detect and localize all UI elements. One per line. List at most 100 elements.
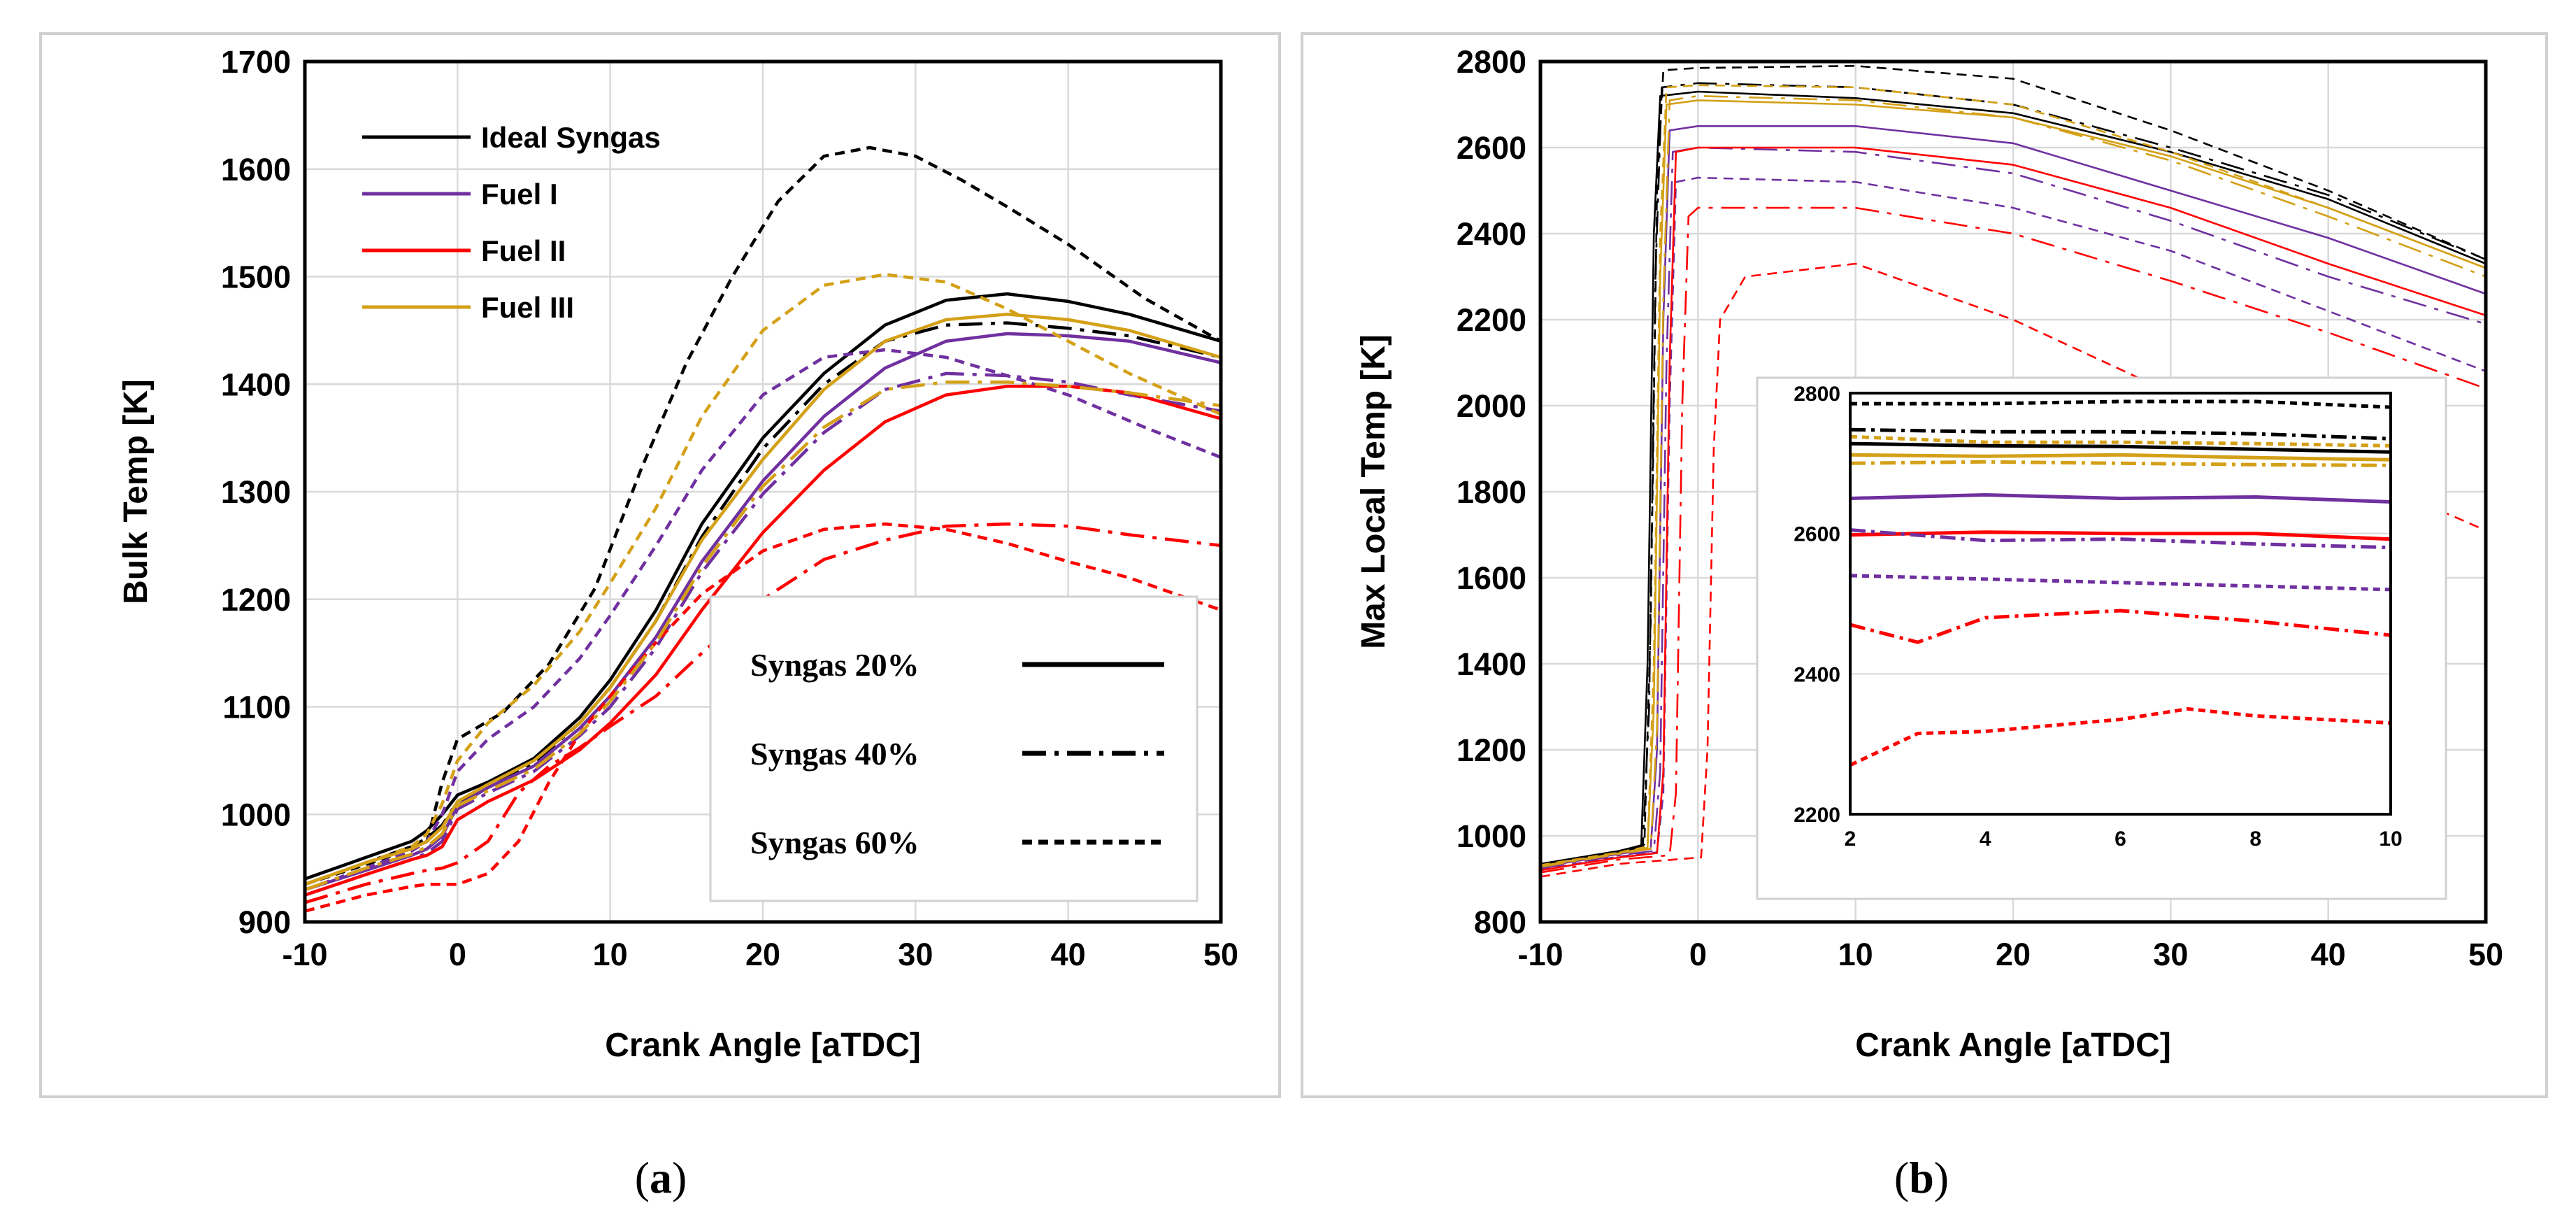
- panel-a-label-open: (: [635, 1153, 650, 1202]
- y-tick-label: 2600: [1457, 130, 1526, 166]
- series-line: [1540, 84, 2486, 867]
- panel-b-label-close: ): [1934, 1153, 1949, 1202]
- inset-chart: 2 4 6 8 10 2200 2400 2600 2800: [1756, 376, 2447, 900]
- series-line: [1540, 206, 2486, 874]
- panel-b-plot-border: [1538, 59, 2488, 924]
- panel-a-style-legend: Syngas 20% Syngas 40% Syngas 60%: [709, 595, 1198, 902]
- legend-label: Ideal Syngas: [481, 121, 661, 154]
- series-line: [1849, 434, 2391, 448]
- x-tick-label: -10: [282, 937, 327, 972]
- x-tick-label: 10: [1838, 937, 1873, 972]
- series-line: [1849, 609, 2391, 644]
- panel-b-x-ticks: -10 0 10 20 30 40 50: [1517, 937, 2503, 972]
- y-tick-label: 1400: [1457, 646, 1526, 682]
- panel-b-y-ticks: 800 1000 1200 1400 1600 1800 2000 2200 2400 2600 2…: [1457, 44, 1526, 940]
- series-line: [1849, 493, 2391, 504]
- series-line: [304, 522, 1222, 904]
- y-tick-label: 900: [238, 904, 291, 940]
- x-tick-label: 40: [1051, 937, 1086, 972]
- inset-plot-border: [1849, 392, 2392, 816]
- y-tick-label: 1400: [221, 367, 291, 402]
- y-tick-label: 1000: [1457, 818, 1526, 854]
- series-line: [304, 292, 1222, 881]
- series-line: [304, 380, 1222, 892]
- style-legend-label: Syngas 60%: [750, 825, 920, 860]
- style-legend-label: Syngas 20%: [750, 647, 920, 683]
- series-line: [1849, 441, 2391, 454]
- x-tick-label: 10: [2379, 827, 2402, 851]
- panel-a-x-ticks: -10 0 10 20 30 40 50: [282, 937, 1238, 972]
- inset-y-ticks: 2200 2400 2600 2800: [1794, 383, 1840, 827]
- style-legend-box: [709, 595, 1198, 902]
- y-tick-label: 2200: [1794, 804, 1840, 827]
- y-tick-label: 2800: [1794, 383, 1840, 406]
- series-line: [304, 273, 1222, 886]
- x-tick-label: 20: [745, 937, 780, 972]
- series-line: [1849, 574, 2391, 592]
- panel-a-y-ticks: 900 1000 1100 1200 1300 1400 1500 1600 1700: [221, 44, 291, 940]
- legend-label: Fuel III: [481, 291, 574, 324]
- series-line: [1849, 530, 2391, 541]
- panel-b-x-axis-title: Crank Angle [aTDC]: [1855, 1027, 2171, 1064]
- panel-a-label-letter: a: [650, 1153, 672, 1202]
- panel-a-series: [304, 145, 1222, 913]
- panel-a-fuel-legend: Ideal Syngas Fuel I Fuel II Fuel III: [362, 121, 661, 324]
- y-tick-label: 2400: [1457, 216, 1526, 252]
- series-line: [304, 522, 1222, 913]
- panel-a-x-axis-title: Crank Angle [aTDC]: [605, 1027, 921, 1064]
- y-tick-label: 1700: [221, 44, 291, 80]
- panel-b-series: [1540, 64, 2486, 878]
- series-line: [1849, 453, 2391, 462]
- series-line: [1540, 146, 2486, 872]
- legend-label: Fuel II: [481, 234, 566, 267]
- y-tick-label: 2600: [1794, 523, 1840, 546]
- panel-a: -10 0 10 20 30 40 50 900 1000 1100 1200 1300 1400 15…: [39, 32, 1281, 1098]
- y-tick-label: 800: [1474, 904, 1526, 940]
- y-tick-label: 2400: [1794, 663, 1840, 686]
- series-line: [304, 313, 1222, 886]
- panel-a-plot-border: [303, 59, 1223, 924]
- x-tick-label: 0: [1689, 937, 1707, 972]
- x-tick-label: 8: [2249, 827, 2261, 851]
- series-line: [304, 371, 1222, 897]
- y-tick-label: 1500: [221, 260, 291, 295]
- y-tick-label: 1100: [222, 690, 291, 725]
- panel-a-grid: [303, 60, 1222, 923]
- y-tick-label: 2800: [1457, 44, 1526, 80]
- x-tick-label: 40: [2311, 937, 2346, 972]
- series-line: [1849, 707, 2391, 767]
- panel-b-label-open: (: [1894, 1153, 1909, 1202]
- series-line: [1540, 99, 2486, 867]
- series-line: [1540, 176, 2486, 871]
- y-tick-label: 1600: [221, 152, 291, 187]
- x-tick-label: 2: [1845, 827, 1856, 851]
- y-tick-label: 1600: [1457, 560, 1526, 596]
- series-line: [304, 348, 1222, 892]
- series-line: [1849, 528, 2391, 550]
- y-tick-label: 2000: [1457, 388, 1526, 424]
- y-tick-label: 1200: [1457, 732, 1526, 768]
- x-tick-label: 6: [2115, 827, 2126, 851]
- inset-series: [1849, 399, 2391, 767]
- series-line: [1540, 94, 2486, 868]
- x-tick-label: 50: [1203, 937, 1238, 972]
- panel-a-y-axis-title: Bulk Temp [K]: [117, 379, 155, 604]
- x-tick-label: 0: [449, 937, 466, 972]
- y-tick-label: 1000: [221, 797, 291, 832]
- inset-x-ticks: 2 4 6 8 10: [1845, 827, 2403, 851]
- y-tick-label: 2200: [1457, 302, 1526, 338]
- x-tick-label: 30: [2153, 937, 2188, 972]
- x-tick-label: 20: [1996, 937, 2031, 972]
- y-tick-label: 1200: [221, 582, 291, 618]
- panel-b-y-axis-title: Max Local Temp [K]: [1355, 334, 1392, 649]
- series-line: [304, 145, 1222, 886]
- panel-b-label: (b): [1894, 1153, 1949, 1202]
- x-tick-label: 4: [1980, 827, 1991, 851]
- y-tick-label: 1800: [1457, 474, 1526, 510]
- x-tick-label: 10: [593, 937, 628, 972]
- y-tick-label: 1300: [221, 474, 291, 510]
- panel-a-label-close: ): [672, 1153, 687, 1202]
- panel-b-label-letter: b: [1909, 1153, 1934, 1202]
- series-line: [304, 332, 1222, 892]
